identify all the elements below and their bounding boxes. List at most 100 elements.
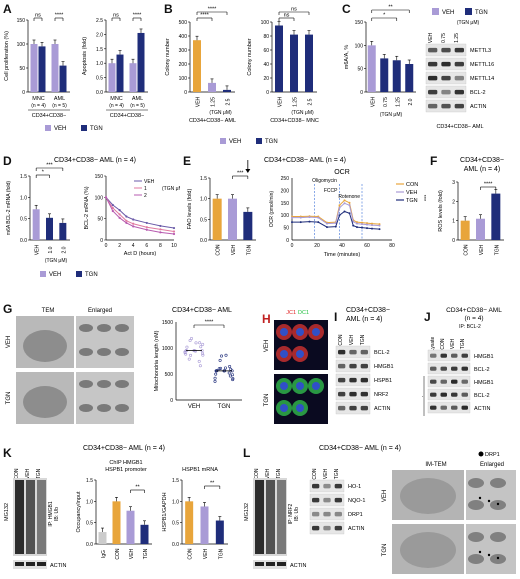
mitochondrion bbox=[490, 478, 506, 488]
panel-i: I CD34+CD38− AML (n = 4) CON VEH TGN BCL-2 HMG… bbox=[332, 300, 422, 430]
blot-band bbox=[323, 483, 331, 489]
bar bbox=[305, 34, 313, 92]
significance-label: ns bbox=[35, 13, 41, 19]
data-point bbox=[356, 221, 358, 224]
chart-title: HSPB1 mRNA bbox=[182, 467, 218, 473]
legend-label: VEH bbox=[229, 139, 241, 145]
blot-band bbox=[441, 103, 451, 109]
y-tick-label: 100 bbox=[355, 43, 364, 49]
lane-label: TGN bbox=[276, 468, 282, 479]
blot-row-label: METTL3 bbox=[470, 48, 491, 54]
data-point bbox=[111, 203, 114, 207]
category-label: VEH bbox=[129, 548, 135, 559]
legend-label: TGN bbox=[85, 272, 98, 278]
blot-band bbox=[454, 75, 464, 81]
significance-label: * bbox=[383, 13, 386, 19]
bar bbox=[200, 506, 209, 544]
data-point bbox=[159, 224, 162, 228]
y-tick-label: 0 bbox=[100, 238, 103, 244]
panel-b: B Colony number 0 100 200 300 400 500 VEH 1.25 2.… bbox=[160, 0, 340, 150]
legend-label: VEH bbox=[144, 179, 155, 185]
data-point bbox=[125, 215, 128, 218]
blot-band bbox=[451, 366, 458, 371]
data-point bbox=[200, 351, 204, 355]
drp1-particle bbox=[496, 502, 500, 506]
y-tick-label: 200 bbox=[179, 62, 188, 68]
y-tick-label: 100 bbox=[179, 76, 188, 82]
series-line bbox=[292, 199, 380, 225]
y-tick-label: 250 bbox=[281, 176, 290, 182]
panel-j: J CD34+CD38− AML (n = 4) IP: BCL-2 Lysate CO… bbox=[422, 300, 520, 430]
data-point bbox=[352, 224, 355, 227]
unit-label: (TGN μM) bbox=[380, 112, 403, 118]
lane-label: TGN bbox=[360, 334, 366, 345]
y-axis-label: Occupancy/input bbox=[76, 491, 82, 532]
panel-title: AML (n = 4) bbox=[464, 166, 501, 173]
data-point bbox=[352, 220, 355, 223]
significance-label: ** bbox=[135, 485, 140, 491]
panel-h-figure: JC1 DC1 VEH TGN bbox=[264, 310, 328, 424]
y-tick-label: 0.0 bbox=[20, 238, 27, 244]
data-point bbox=[159, 231, 162, 234]
y-tick-label: 50 bbox=[357, 67, 363, 73]
blot-band bbox=[430, 366, 437, 371]
blot-band bbox=[451, 405, 458, 410]
ib-label: IB: Ub bbox=[54, 507, 60, 521]
panel-label: C bbox=[342, 2, 351, 16]
ub-smear bbox=[26, 480, 35, 554]
chart-title: CD34+CD38− AML bbox=[172, 307, 232, 314]
y-tick-label: 100 bbox=[281, 213, 290, 219]
blot-band bbox=[360, 377, 368, 383]
blot-band bbox=[454, 61, 464, 67]
data-point bbox=[343, 202, 346, 205]
ip-label: IP: NRF2 bbox=[288, 504, 294, 525]
data-point bbox=[378, 224, 381, 227]
nucleus bbox=[280, 404, 288, 412]
ib-label: IB: Ub bbox=[294, 507, 300, 521]
data-point bbox=[197, 359, 201, 363]
blot-band bbox=[360, 405, 368, 411]
panel-title: AML (n = 4) bbox=[346, 316, 383, 323]
actin-band bbox=[266, 562, 275, 566]
mitochondrion bbox=[97, 324, 111, 332]
blot-band bbox=[338, 363, 346, 369]
blot-band bbox=[338, 405, 346, 411]
mitochondrion bbox=[97, 404, 111, 412]
data-point bbox=[338, 214, 341, 217]
y-tick-label: 1000 bbox=[162, 346, 173, 352]
lane-label: VEH bbox=[450, 338, 456, 349]
lane-label: TGN bbox=[334, 468, 340, 479]
bar bbox=[193, 40, 201, 92]
mitochondrion bbox=[79, 348, 93, 356]
data-point bbox=[227, 371, 231, 375]
lane-label: CON bbox=[312, 468, 318, 480]
category-label: 1.0 bbox=[48, 246, 54, 253]
y-tick-label: 40 bbox=[263, 62, 269, 68]
category-label: MNC bbox=[110, 96, 123, 102]
unit-label: (TGN μM) bbox=[45, 258, 68, 264]
blot-band bbox=[360, 349, 368, 355]
data-point bbox=[230, 373, 234, 377]
blot-band bbox=[461, 405, 468, 410]
x-tick-label: 60 bbox=[364, 243, 370, 249]
bar bbox=[140, 524, 149, 544]
y-tick-label: 150 bbox=[95, 174, 104, 180]
blot-row-label: HMGB1 bbox=[474, 354, 494, 360]
unit-label: (TGN μM) bbox=[291, 110, 314, 116]
panel-e-charts: CD34+CD38− AML (n = 4) FAO levels (fold) 0… bbox=[187, 157, 426, 258]
blot-strip bbox=[427, 375, 471, 388]
blot-band bbox=[323, 525, 331, 531]
significance-label: *** bbox=[420, 195, 426, 202]
blot-strip bbox=[427, 401, 471, 414]
legend-swatch bbox=[40, 271, 46, 277]
blot-band bbox=[312, 511, 320, 517]
blot-strip bbox=[427, 349, 471, 362]
x-tick-label: 8 bbox=[159, 243, 162, 249]
row-label: TGN bbox=[6, 392, 12, 405]
blot-band bbox=[454, 89, 464, 95]
enlarged-image bbox=[466, 524, 516, 574]
y-tick-label: 2 bbox=[452, 199, 455, 205]
lane-label: VEH bbox=[349, 334, 355, 345]
